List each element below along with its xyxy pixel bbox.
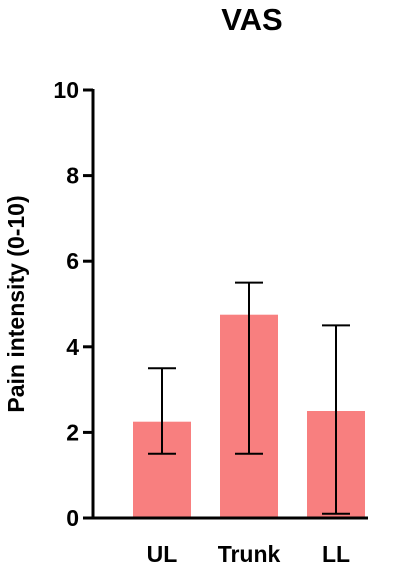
y-axis-label: Pain intensity (0-10) xyxy=(3,195,29,412)
axes xyxy=(91,89,368,520)
x-axis-categories: UL Trunk LL xyxy=(147,541,350,567)
y-tick-label: 4 xyxy=(66,334,79,360)
y-tick-label: 10 xyxy=(53,77,79,103)
category-label: Trunk xyxy=(218,541,281,567)
category-label: LL xyxy=(322,541,350,567)
chart-title: VAS xyxy=(221,2,282,37)
y-axis-ticks: 0 2 4 6 8 10 xyxy=(53,77,93,531)
error-bars xyxy=(148,281,350,515)
y-tick-label: 2 xyxy=(66,419,79,445)
y-tick-label: 0 xyxy=(66,505,79,531)
category-label: UL xyxy=(147,541,178,567)
y-tick-label: 8 xyxy=(66,163,79,189)
y-tick-label: 6 xyxy=(66,248,79,274)
